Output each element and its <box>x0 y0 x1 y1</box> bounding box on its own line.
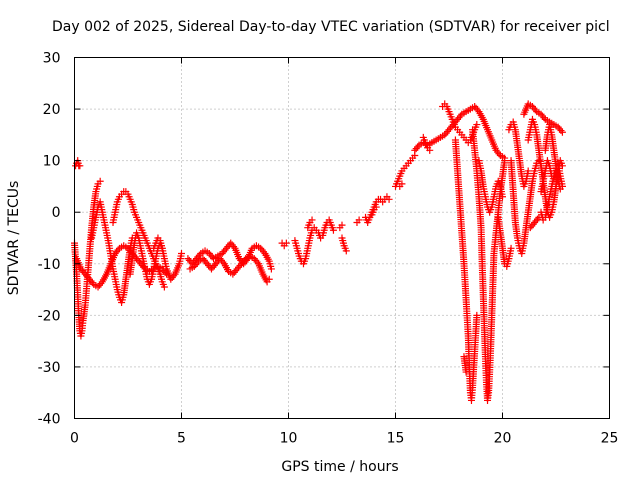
data-point <box>499 193 506 201</box>
data-point <box>533 215 541 223</box>
data-point <box>456 112 464 120</box>
data-point <box>557 127 565 135</box>
data-point <box>414 143 422 151</box>
data-point <box>535 213 543 221</box>
plot-frame <box>74 57 610 419</box>
data-point <box>495 150 503 158</box>
data-point <box>265 275 273 283</box>
data-point <box>342 247 350 255</box>
data-point <box>540 114 548 122</box>
data-point <box>474 106 482 114</box>
data-point <box>267 265 275 273</box>
data-point <box>260 248 268 256</box>
data-point <box>160 283 168 291</box>
axis-ticks <box>74 57 610 419</box>
data-point <box>282 239 290 247</box>
y-tick-label: -10 <box>38 257 61 273</box>
data-point <box>338 221 346 229</box>
x-tick-label: 5 <box>177 431 186 447</box>
y-tick-label: -30 <box>38 360 61 376</box>
y-tick-label: 30 <box>43 51 61 67</box>
x-axis-title: GPS time / hours <box>281 459 398 475</box>
data-point <box>398 180 406 188</box>
data-point <box>558 128 566 136</box>
data-point <box>193 259 201 267</box>
data-point <box>178 249 185 257</box>
data-point <box>329 226 337 234</box>
data-point <box>507 244 515 252</box>
data-point <box>473 311 481 319</box>
y-tick-label: 10 <box>43 154 61 170</box>
data-point <box>531 106 539 114</box>
data-point <box>76 162 84 170</box>
y-tick-label: 20 <box>43 102 61 118</box>
y-tick-label: 0 <box>52 205 61 221</box>
x-tick-label: 0 <box>70 431 79 447</box>
data-point <box>253 258 261 266</box>
data-point <box>240 256 248 264</box>
data-point <box>230 243 238 251</box>
data-point <box>385 195 393 203</box>
x-tick-label: 15 <box>387 431 405 447</box>
data-point <box>372 203 380 211</box>
y-axis-title: SDTVAR / TECUs <box>6 181 22 296</box>
grid-lines <box>74 57 610 419</box>
data-point <box>96 177 104 185</box>
data-point <box>355 216 363 224</box>
y-tick-labels: -40 -30 -20 -10 0 10 20 30 <box>38 51 61 428</box>
data-point <box>558 182 566 190</box>
data-point <box>548 172 556 180</box>
data-point <box>501 157 509 165</box>
data-point <box>473 121 481 129</box>
data-point <box>308 216 316 224</box>
data-point <box>195 251 203 259</box>
x-tick-labels: 0 5 10 15 20 25 <box>70 431 618 447</box>
data-point <box>170 272 178 280</box>
chart-title: Day 002 of 2025, Sidereal Day-to-day VTE… <box>52 19 610 35</box>
x-tick-label: 10 <box>280 431 298 447</box>
data-points <box>71 100 566 404</box>
data-point <box>97 280 105 288</box>
data-point <box>524 167 532 175</box>
y-tick-label: -20 <box>38 308 61 324</box>
data-point <box>88 279 96 287</box>
x-tick-label: 25 <box>601 431 619 447</box>
x-tick-label: 20 <box>494 431 512 447</box>
y-tick-label: -40 <box>38 412 61 428</box>
data-point <box>158 244 166 252</box>
data-point <box>114 246 122 254</box>
data-point <box>426 146 434 154</box>
data-point <box>462 368 470 376</box>
data-point <box>219 258 227 266</box>
